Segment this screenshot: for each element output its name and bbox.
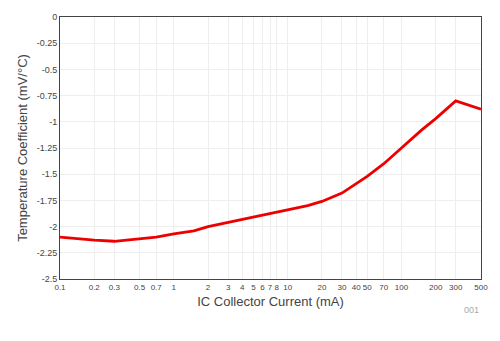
- svg-text:-2.5: -2.5: [42, 274, 58, 284]
- svg-text:5: 5: [251, 283, 256, 292]
- svg-text:1: 1: [172, 283, 177, 292]
- svg-text:-1.5: -1.5: [42, 169, 58, 179]
- svg-text:10: 10: [283, 283, 292, 292]
- svg-text:-0.25: -0.25: [37, 38, 58, 48]
- svg-text:-2: -2: [49, 222, 57, 232]
- svg-text:0.3: 0.3: [109, 283, 121, 292]
- svg-text:100: 100: [395, 283, 409, 292]
- svg-text:-2.25: -2.25: [37, 248, 58, 258]
- svg-text:001: 001: [464, 305, 479, 315]
- svg-text:-0.5: -0.5: [42, 65, 58, 75]
- svg-text:70: 70: [379, 283, 388, 292]
- svg-text:0: 0: [52, 12, 57, 22]
- svg-text:4: 4: [240, 283, 245, 292]
- svg-text:-1.25: -1.25: [37, 143, 58, 153]
- svg-text:50: 50: [363, 283, 372, 292]
- svg-text:0.7: 0.7: [151, 283, 163, 292]
- svg-text:2: 2: [206, 283, 211, 292]
- svg-text:Temperature Coefficient (mV/°C: Temperature Coefficient (mV/°C): [15, 54, 30, 242]
- svg-text:6: 6: [260, 283, 265, 292]
- svg-text:300: 300: [449, 283, 463, 292]
- svg-text:-0.75: -0.75: [37, 91, 58, 101]
- svg-text:3: 3: [226, 283, 231, 292]
- svg-text:8: 8: [274, 283, 279, 292]
- svg-text:-1: -1: [49, 117, 57, 127]
- svg-text:-1.75: -1.75: [37, 196, 58, 206]
- svg-text:200: 200: [429, 283, 443, 292]
- svg-text:0.5: 0.5: [134, 283, 146, 292]
- svg-text:0.1: 0.1: [54, 283, 66, 292]
- svg-text:20: 20: [317, 283, 326, 292]
- svg-text:30: 30: [337, 283, 346, 292]
- svg-text:40: 40: [352, 283, 361, 292]
- svg-text:500: 500: [474, 283, 488, 292]
- svg-text:0.2: 0.2: [89, 283, 101, 292]
- svg-text:IC Collector Current (mA): IC Collector Current (mA): [197, 294, 344, 309]
- svg-text:7: 7: [268, 283, 273, 292]
